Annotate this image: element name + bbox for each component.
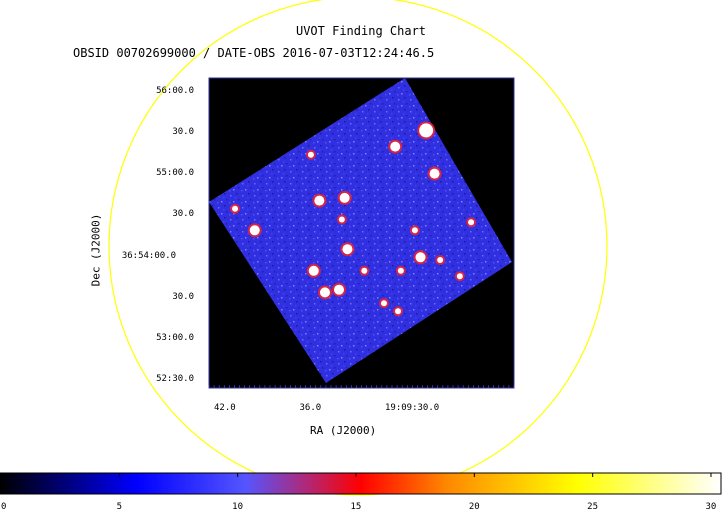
chart-subtitle: OBSID 00702699000 / DATE-OBS 2016-07-03T… [73,46,435,60]
y-tick-label: 53:00.0 [156,332,194,343]
colorbar-tick-label: 20 [468,502,480,512]
y-tick-label: 30.0 [172,209,194,220]
field-of-view-circle [108,0,608,496]
source-star [468,219,475,226]
colorbar-tick-label: 0 [1,502,7,512]
source-star [339,192,350,203]
x-axis-label: RA (J2000) [310,424,377,437]
colorbar-tick-label: 5 [116,502,122,512]
source-star [361,267,368,274]
source-star [249,225,260,236]
y-tick-label: 30.0 [172,291,194,302]
chart-title: UVOT Finding Chart [295,24,427,38]
source-star [232,205,239,212]
source-star [307,151,314,158]
source-star [397,267,404,274]
source-star [456,273,463,280]
source-star [437,257,444,263]
y-tick-label: 55:00.0 [156,168,194,179]
colorbar-tick-label: 10 [232,502,243,512]
source-star [314,195,325,206]
colorbar-tick-label: 25 [587,502,598,512]
y-tick-label: 30.0 [172,127,194,138]
y-tick-label: 36:54:00.0 [121,250,176,261]
source-star [419,123,434,138]
exposure-field [209,78,512,383]
y-tick-label: 56:00.0 [156,86,194,96]
source-star [429,168,440,179]
y-tick-label: 52:30.0 [156,374,194,384]
source-star [308,265,319,276]
source-star [390,141,401,152]
source-star [415,252,426,263]
colorbar-tick-label: 30 [705,502,717,512]
x-tick-label: 36.0 [299,403,322,413]
x-tick-label: 19:09:30.0 [385,403,440,413]
source-star [411,227,418,234]
source-star [342,244,353,255]
source-star [380,300,387,307]
source-star [334,284,345,295]
source-star [319,287,330,298]
x-tick-label: 42.0 [214,403,236,413]
source-star [395,308,402,315]
source-star [338,216,345,223]
y-axis-label: Dec (J2000) [89,213,103,287]
colorbar [0,472,722,495]
colorbar-tick-label: 15 [350,502,362,512]
